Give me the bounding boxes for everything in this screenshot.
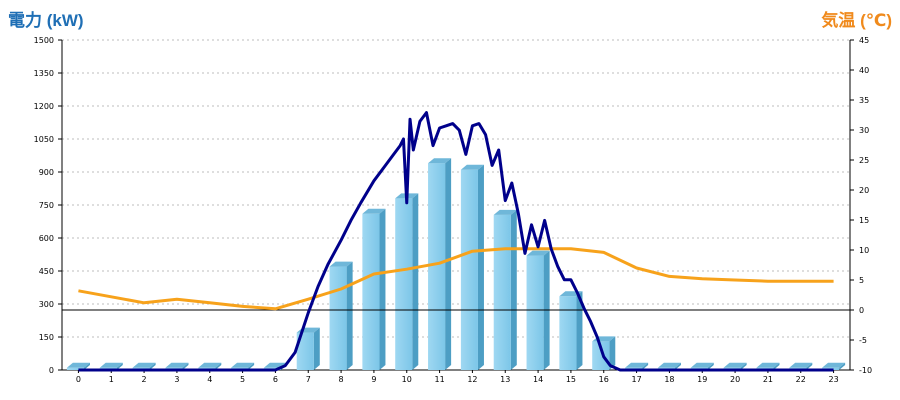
left-tick-label: 600 [39, 234, 54, 243]
x-tick-label: 12 [467, 375, 477, 384]
left-tick-label: 1500 [34, 36, 54, 45]
power-bar-11 [428, 158, 452, 370]
left-tick-label: 1050 [34, 135, 54, 144]
x-tick-label: 11 [434, 375, 444, 384]
x-tick-label: 2 [142, 375, 147, 384]
x-tick-label: 13 [500, 375, 510, 384]
left-tick-label: 1200 [34, 102, 54, 111]
right-tick-label: 45 [859, 36, 869, 45]
x-tick-label: 8 [339, 375, 344, 384]
x-tick-label: 21 [763, 375, 773, 384]
x-tick-label: 15 [566, 375, 576, 384]
right-tick-label: 15 [859, 216, 869, 225]
x-tick-label: 3 [174, 375, 179, 384]
right-tick-label: 30 [859, 126, 869, 135]
right-tick-label: 10 [859, 246, 869, 255]
left-tick-label: 0 [49, 366, 54, 375]
left-tick-label: 450 [39, 267, 54, 276]
left-axis-title: 電力 (kW) [8, 11, 84, 30]
right-tick-label: 40 [859, 66, 869, 75]
power-bar-7 [296, 327, 320, 370]
right-tick-label: 20 [859, 186, 869, 195]
x-tick-label: 17 [631, 375, 641, 384]
x-tick-label: 23 [828, 375, 838, 384]
power-bar-10 [395, 193, 419, 370]
right-tick-label: -10 [859, 366, 872, 375]
x-tick-label: 6 [273, 375, 278, 384]
x-tick-label: 4 [207, 375, 212, 384]
x-tick-label: 1 [109, 375, 114, 384]
power-bar-15 [559, 291, 583, 370]
x-tick-label: 5 [240, 375, 245, 384]
x-tick-label: 9 [371, 375, 376, 384]
x-tick-label: 10 [402, 375, 412, 384]
power-bar-12 [460, 164, 484, 370]
left-tick-label: 750 [39, 201, 54, 210]
right-tick-label: 0 [859, 306, 864, 315]
right-axis-title: 気温 (℃) [821, 11, 892, 30]
power-bar-0 [66, 362, 90, 370]
left-tick-label: 150 [39, 333, 54, 342]
x-tick-label: 19 [697, 375, 707, 384]
right-tick-label: 25 [859, 156, 869, 165]
left-tick-label: 300 [39, 300, 54, 309]
left-tick-label: 900 [39, 168, 54, 177]
x-tick-label: 16 [599, 375, 609, 384]
x-tick-label: 0 [76, 375, 81, 384]
right-tick-label: 5 [859, 276, 864, 285]
power-bar-8 [329, 261, 353, 370]
temperature-line [78, 247, 834, 311]
x-tick-label: 22 [796, 375, 806, 384]
right-tick-label: -5 [859, 336, 867, 345]
power-bar-13 [493, 209, 517, 370]
x-tick-label: 18 [664, 375, 674, 384]
left-tick-label: 1350 [34, 69, 54, 78]
power-line [78, 111, 834, 372]
right-tick-label: 35 [859, 96, 869, 105]
power-bar-14 [526, 250, 550, 370]
x-tick-label: 7 [306, 375, 311, 384]
x-tick-label: 14 [533, 375, 543, 384]
power-bar-9 [362, 208, 386, 370]
x-tick-label: 20 [730, 375, 740, 384]
